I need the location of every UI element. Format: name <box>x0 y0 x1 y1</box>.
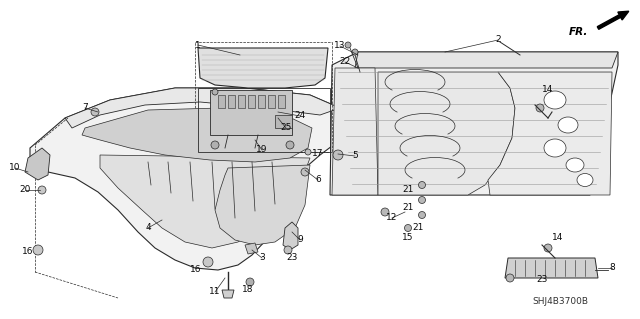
Polygon shape <box>248 95 255 108</box>
Polygon shape <box>278 95 285 108</box>
Polygon shape <box>505 258 598 278</box>
Circle shape <box>211 141 219 149</box>
Polygon shape <box>275 115 292 128</box>
Text: 13: 13 <box>334 41 346 50</box>
Text: 17: 17 <box>312 149 324 158</box>
Circle shape <box>352 49 358 55</box>
Text: 14: 14 <box>542 85 554 94</box>
Polygon shape <box>283 222 298 250</box>
Ellipse shape <box>566 158 584 172</box>
Text: 12: 12 <box>387 213 397 222</box>
Polygon shape <box>355 52 618 68</box>
Text: 6: 6 <box>315 175 321 184</box>
Polygon shape <box>258 95 265 108</box>
Text: 25: 25 <box>280 123 292 132</box>
Circle shape <box>381 208 389 216</box>
Circle shape <box>419 197 426 204</box>
Text: 7: 7 <box>82 103 88 113</box>
Circle shape <box>333 150 343 160</box>
Text: 10: 10 <box>9 164 20 173</box>
Polygon shape <box>25 148 50 180</box>
Polygon shape <box>198 48 328 88</box>
Circle shape <box>286 141 294 149</box>
Polygon shape <box>210 90 292 135</box>
Text: 16: 16 <box>22 248 34 256</box>
Polygon shape <box>238 95 245 108</box>
Circle shape <box>536 104 544 112</box>
Text: 24: 24 <box>294 112 306 121</box>
Polygon shape <box>30 88 348 270</box>
Circle shape <box>419 182 426 189</box>
Polygon shape <box>215 165 310 245</box>
Ellipse shape <box>577 174 593 187</box>
FancyArrow shape <box>597 11 628 29</box>
Circle shape <box>91 108 99 116</box>
Polygon shape <box>218 95 225 108</box>
Ellipse shape <box>544 91 566 109</box>
Circle shape <box>419 211 426 219</box>
Polygon shape <box>82 108 312 162</box>
Text: 1: 1 <box>195 41 201 49</box>
Text: 4: 4 <box>145 224 151 233</box>
Polygon shape <box>378 72 515 195</box>
Text: SHJ4B3700B: SHJ4B3700B <box>532 298 588 307</box>
Text: 23: 23 <box>536 276 548 285</box>
Ellipse shape <box>558 117 578 133</box>
Circle shape <box>38 186 46 194</box>
Text: 18: 18 <box>243 286 253 294</box>
Circle shape <box>345 42 351 48</box>
Text: 5: 5 <box>352 152 358 160</box>
Text: 21: 21 <box>403 186 413 195</box>
Circle shape <box>301 168 309 176</box>
Text: 8: 8 <box>609 263 615 272</box>
Text: 15: 15 <box>403 234 413 242</box>
Circle shape <box>404 225 412 232</box>
Text: FR.: FR. <box>568 27 588 37</box>
Polygon shape <box>65 88 340 128</box>
Polygon shape <box>268 95 275 108</box>
Circle shape <box>212 89 218 95</box>
Text: 21: 21 <box>403 204 413 212</box>
Polygon shape <box>245 243 258 254</box>
Text: 3: 3 <box>259 254 265 263</box>
Text: 19: 19 <box>256 145 268 154</box>
Circle shape <box>284 246 292 254</box>
Text: 23: 23 <box>286 253 298 262</box>
Polygon shape <box>100 155 310 248</box>
Circle shape <box>246 278 254 286</box>
Text: 14: 14 <box>552 234 564 242</box>
Text: 9: 9 <box>297 235 303 244</box>
Polygon shape <box>330 52 618 195</box>
Text: 21: 21 <box>412 224 424 233</box>
Text: 22: 22 <box>339 57 351 66</box>
Circle shape <box>506 274 514 282</box>
Text: 16: 16 <box>190 265 202 275</box>
Circle shape <box>33 245 43 255</box>
Ellipse shape <box>544 139 566 157</box>
Circle shape <box>544 244 552 252</box>
Text: 11: 11 <box>209 287 221 296</box>
Text: 2: 2 <box>495 35 501 44</box>
Text: 20: 20 <box>19 186 31 195</box>
Polygon shape <box>332 68 378 195</box>
Polygon shape <box>222 290 234 298</box>
Polygon shape <box>488 72 612 195</box>
Polygon shape <box>228 95 235 108</box>
Circle shape <box>203 257 213 267</box>
Circle shape <box>305 149 311 155</box>
